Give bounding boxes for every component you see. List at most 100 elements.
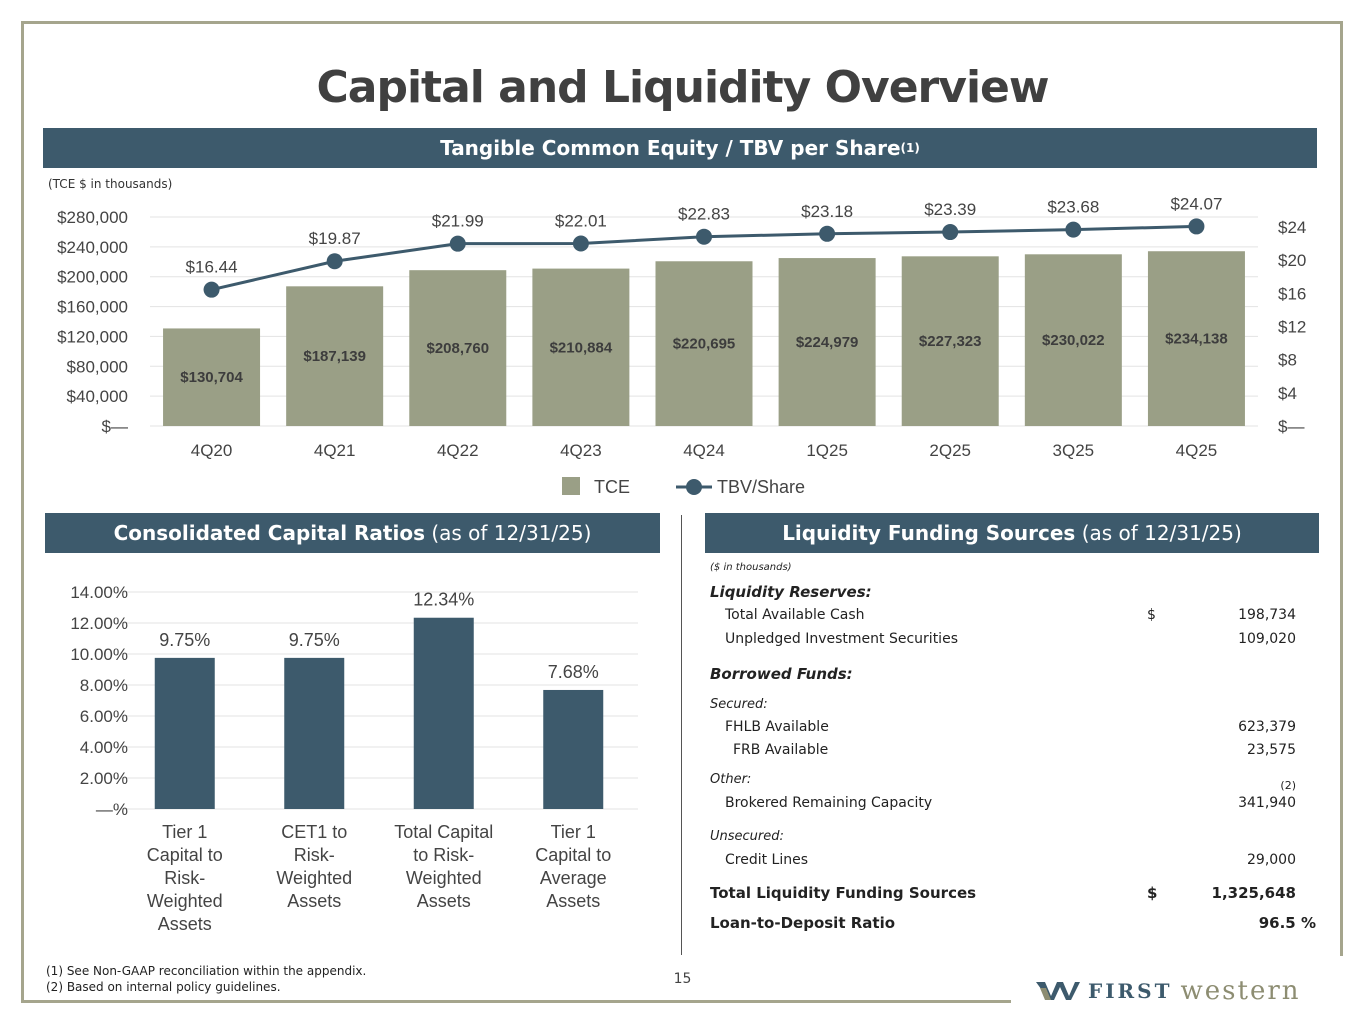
x-axis-tick: 4Q24 (683, 441, 725, 460)
tbv-label: $24.07 (1170, 194, 1222, 213)
frb-value: 23,575 (1247, 742, 1296, 758)
left-axis-tick: $120,000 (57, 327, 128, 346)
ratio-category-label: to Risk- (413, 845, 474, 865)
frame-bottom (21, 1000, 1011, 1003)
ratio-category-label: Capital to (535, 845, 611, 865)
tbv-point (942, 224, 959, 241)
legend-tbv-marker (686, 479, 702, 495)
tce-bar (655, 261, 753, 426)
brokered-label: Brokered Remaining Capacity (725, 795, 933, 811)
section-divider (681, 515, 682, 955)
frame-top (21, 21, 1343, 24)
left-axis-tick: $40,000 (67, 387, 128, 406)
tce-units-note: (TCE $ in thousands) (48, 177, 173, 191)
liquidity-banner-date: (as of 12/31/25) (1075, 521, 1242, 545)
ratio-category-label: CET1 to (281, 822, 347, 842)
right-axis-tick: $8 (1278, 351, 1297, 370)
tbv-label: $16.44 (186, 258, 238, 277)
tce-banner-label: Tangible Common Equity / TBV per Share (440, 136, 901, 160)
left-axis-tick: $80,000 (67, 357, 128, 376)
frame-left (21, 21, 24, 1003)
frb-label: FRB Available (733, 742, 829, 758)
ratio-axis-tick: 12.00% (70, 614, 128, 633)
ratio-category-label: Risk- (294, 845, 335, 865)
logo-w-icon (1036, 982, 1080, 1000)
liquidity-banner: Liquidity Funding Sources (as of 12/31/2… (705, 513, 1319, 553)
tce-chart: $— $40,000 $80,000 $120,000 $160,000 $200,000… (57, 194, 1306, 497)
x-axis-tick: 3Q25 (1053, 441, 1095, 460)
ratio-bar (284, 657, 345, 809)
tce-bar (409, 270, 507, 426)
tbv-point (326, 253, 343, 270)
right-axis-tick: $24 (1278, 218, 1306, 237)
footnote-2: (2) Based on internal policy guidelines. (46, 980, 281, 994)
capital-ratios-banner-date: (as of 12/31/25) (424, 521, 592, 545)
page-title: Capital and Liquidity Overview (316, 62, 1049, 113)
cash-value: 198,734 (1238, 607, 1296, 623)
tbv-point (1065, 221, 1082, 238)
right-axis-tick: $4 (1278, 384, 1297, 403)
ratio-bar (543, 689, 604, 809)
logo-western: western (1180, 976, 1301, 1006)
ratio-bar-label: 12.34% (413, 590, 474, 610)
right-axis-tick: $20 (1278, 251, 1306, 270)
tbv-point (819, 225, 836, 242)
x-axis-tick: 1Q25 (806, 441, 848, 460)
tbv-point (572, 235, 589, 252)
ltd-value: 96.5 % (1258, 914, 1316, 932)
ratio-category-label: Assets (417, 891, 471, 911)
unsecured-label: Unsecured: (710, 829, 784, 844)
credit-lines-label: Credit Lines (725, 852, 809, 868)
cash-dollar: $ (1147, 607, 1156, 623)
tbv-point (449, 235, 466, 252)
tbv-label: $19.87 (309, 229, 361, 248)
credit-lines-value: 29,000 (1247, 852, 1296, 868)
cash-label: Total Available Cash (725, 607, 865, 623)
ratio-category-label: Assets (287, 891, 341, 911)
ratio-bar-label: 7.68% (548, 662, 599, 682)
ratio-bar-label: 9.75% (289, 630, 340, 650)
secured-label: Secured: (710, 697, 768, 712)
ratio-bar-label: 9.75% (159, 630, 210, 650)
tce-bar (901, 256, 999, 426)
table-row: Unpledged Investment Securities 109,020 (710, 631, 1320, 651)
tbv-label: $23.68 (1047, 198, 1099, 217)
table-row: FRB Available 23,575 (710, 742, 1320, 762)
ratio-axis-tick: 14.00% (70, 583, 128, 602)
ratio-category-label: Weighted (147, 891, 223, 911)
right-axis-tick: $— (1278, 417, 1304, 436)
borrowed-funds-header: Borrowed Funds: (710, 665, 853, 683)
securities-label: Unpledged Investment Securities (725, 631, 958, 647)
tce-bar-label: $227,323 (919, 333, 982, 350)
liquidity-reserves-header: Liquidity Reserves: (710, 583, 872, 601)
ratio-category-label: Capital to (147, 845, 223, 865)
x-axis-tick: 4Q25 (1176, 441, 1218, 460)
x-axis-tick: 4Q22 (437, 441, 479, 460)
tbv-point (203, 281, 220, 298)
ratio-bar (413, 617, 474, 809)
logo-first: FIRST (1088, 979, 1173, 1003)
ratio-category-label: Tier 1 (551, 822, 596, 842)
liquidity-units: ($ in thousands) (710, 562, 792, 573)
ratio-category-label: Tier 1 (162, 822, 207, 842)
left-axis-tick: $280,000 (57, 208, 128, 227)
ratio-axis-tick: 10.00% (70, 645, 128, 664)
tce-bar-label: $130,704 (180, 369, 243, 386)
fhlb-label: FHLB Available (725, 719, 829, 735)
legend-tce-swatch (562, 477, 580, 495)
tbv-label: $22.01 (555, 212, 607, 231)
ratio-axis-tick: 4.00% (80, 738, 128, 757)
ratio-category-label: Weighted (406, 868, 482, 888)
tbv-label: $21.99 (432, 212, 484, 231)
legend-tce-label: TCE (594, 477, 630, 497)
company-logo: FIRST western (1036, 976, 1301, 1006)
left-axis-tick: $200,000 (57, 268, 128, 287)
total-row: Total Liquidity Funding Sources $ 1,325,… (710, 884, 1320, 904)
frame-right (1340, 21, 1343, 956)
other-footnote: (2) (1280, 779, 1296, 792)
securities-value: 109,020 (1238, 631, 1296, 647)
total-dollar: $ (1147, 884, 1158, 902)
tce-bar (1147, 251, 1245, 426)
table-row: FHLB Available 623,379 (710, 719, 1320, 739)
ratio-category-label: Assets (546, 891, 600, 911)
